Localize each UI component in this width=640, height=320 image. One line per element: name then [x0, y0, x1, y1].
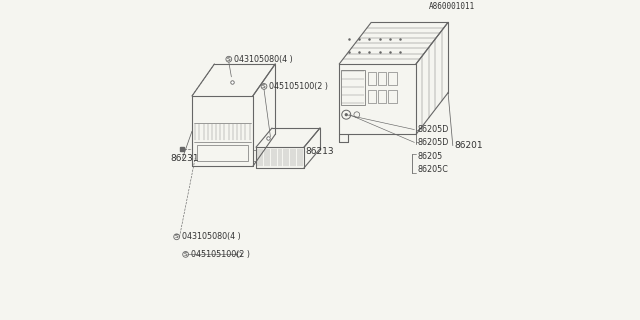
Text: 86205D: 86205D: [418, 138, 449, 147]
Text: 045105100(2 ): 045105100(2 ): [191, 250, 250, 259]
Text: 86205C: 86205C: [418, 165, 449, 174]
Text: 86205: 86205: [418, 152, 443, 161]
Text: 86231: 86231: [170, 154, 199, 163]
Text: 86213: 86213: [306, 148, 334, 156]
Circle shape: [344, 113, 348, 116]
Text: 043105080(4 ): 043105080(4 ): [234, 55, 293, 64]
Bar: [378, 72, 387, 85]
Text: A860001011: A860001011: [429, 2, 475, 11]
Bar: [388, 90, 397, 103]
Text: S: S: [184, 252, 188, 257]
Text: S: S: [175, 234, 179, 239]
Bar: [367, 72, 376, 85]
Text: 043105080(4 ): 043105080(4 ): [182, 232, 241, 241]
Text: 86201: 86201: [454, 141, 483, 150]
Text: S: S: [262, 84, 266, 89]
Bar: [378, 90, 387, 103]
Text: S: S: [227, 57, 230, 62]
Text: 86205D: 86205D: [418, 125, 449, 134]
Bar: [341, 70, 365, 105]
Bar: [367, 90, 376, 103]
Text: 045105100(2 ): 045105100(2 ): [269, 82, 328, 91]
Bar: [197, 145, 248, 161]
Bar: [388, 72, 397, 85]
